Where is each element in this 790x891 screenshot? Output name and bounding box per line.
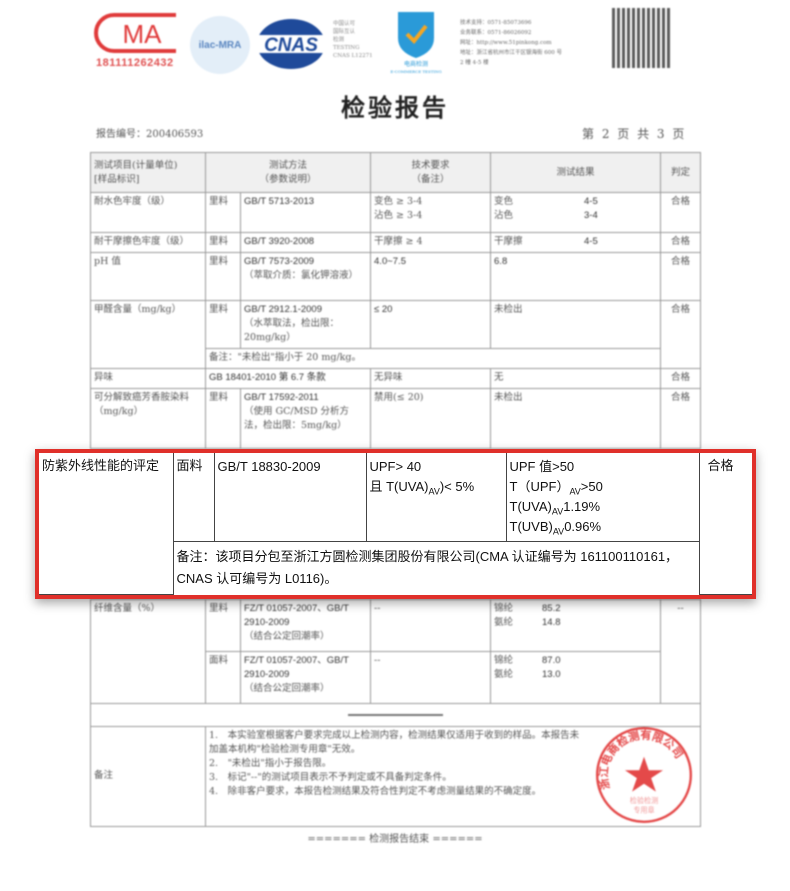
table-row: 可分解致癌芳香胺染料（mg/kg） 里料 GB/T 17592-2011 （使用 GC…	[90, 388, 702, 449]
report-end: ======= 检测报告结束 ======	[307, 833, 483, 845]
table-row: pH 值里料 GB/T 7573-2009 （萃取介质：氯化钾溶液） 4.0~7.5…	[90, 252, 702, 301]
table-row: 防紫外线性能的评定 面料 GB/T 18830-2009 UPF> 40 且 T(…	[39, 453, 752, 595]
table-header: 测试项目(计量单位) [样品标识] 测试方法 （参数说明） 技术要求 （备注） …	[90, 152, 702, 193]
results-table-continued: 纤维含量（%） 里料 FZ/T 01057-2007、GB/T 2910-2009 （…	[90, 598, 701, 827]
cma-logo: MA	[94, 13, 176, 53]
remark: 备注：该项目分包至浙江方圆检测集团股份有限公司(CMA 认证编号为 161100…	[173, 541, 699, 594]
qr-code	[612, 8, 670, 68]
table-row: 纤维含量（%） 里料 FZ/T 01057-2007、GB/T 2910-2009 （…	[90, 598, 701, 704]
svg-text:电商检测: 电商检测	[404, 60, 428, 68]
report-number: 报告编号：200406593	[96, 129, 204, 140]
separator-line	[348, 713, 443, 716]
verdict: 合格	[698, 453, 752, 595]
notes-row: 备注 1. 本实验室根据客户要求完成以上检测内容，检测结果仅适用于收到的样品。本…	[90, 725, 701, 827]
table-row: 面料 FZ/T 01057-2007、GB/T 2910-2009 （结合公定回潮率…	[91, 650, 701, 704]
official-stamp: 浙江电商检测有限公司 检验检测 专用章	[595, 726, 693, 823]
report-title: 检验报告	[341, 93, 449, 122]
table-row: 异味 GB 18401-2010 第 6.7 条款 无异味无合格	[90, 368, 702, 389]
remark-row: 备注：该项目分包至浙江方圆检测集团股份有限公司(CMA 认证编号为 161100…	[39, 541, 752, 594]
svg-text:CNAS: CNAS	[264, 35, 318, 56]
highlighted-uv-row: 防紫外线性能的评定 面料 GB/T 18830-2009 UPF> 40 且 T(…	[35, 449, 756, 599]
test-method: GB/T 18830-2009	[213, 453, 367, 542]
svg-text:E-COMMERCE TESTING: E-COMMERCE TESTING	[390, 69, 441, 74]
cnas-text: 中国认可 国际互认 检测 TESTING CNAS L12271	[333, 21, 373, 59]
svg-text:专用章: 专用章	[633, 805, 654, 814]
cnas-logo: CNAS	[255, 19, 327, 69]
ilac-mra-logo: ilac-MRA	[190, 16, 250, 74]
results-table: 测试项目(计量单位) [样品标识] 测试方法 （参数说明） 技术要求 （备注） …	[90, 152, 702, 449]
uv-protection-table: 防紫外线性能的评定 面料 GB/T 18830-2009 UPF> 40 且 T(…	[39, 453, 752, 595]
test-result: UPF 值>50 T（UPF）AV>50 T(UVA)AV1.19% T(UVB…	[505, 453, 700, 542]
sample-material: 面料	[172, 453, 215, 542]
report-body: 测试项目(计量单位) [样品标识] 测试方法 （参数说明） 技术要求 （备注） …	[0, 152, 790, 845]
page-indicator: 第 2 页 共 3 页	[582, 127, 687, 141]
table-row: 甲醛含量（mg/kg） 里料 GB/T 2912.1-2009 （水萃取法，检出限：2…	[90, 300, 702, 369]
test-item: 防紫外线性能的评定	[39, 453, 174, 595]
table-row: 耐干摩擦色牢度（级） 里料 GB/T 3920-2008 干摩擦 ≥ 4 干摩擦 4-…	[90, 232, 702, 253]
report-header: MA 181111262432 ilac-MRA CNAS 中国认可 国际互认 检测…	[0, 0, 790, 152]
requirement: UPF> 40 且 T(UVA)AV)< 5%	[365, 453, 507, 542]
table-row: 耐水色牢度（级） 里料 GB/T 5713-2013 变色 ≥ 3-4 沾色 ≥ 3-…	[90, 192, 702, 233]
svg-text:检验检测: 检验检测	[630, 795, 659, 804]
cma-number: 181111262432	[96, 57, 174, 69]
contact-info: 技术支持：0571-85073696 业务联系：0571-86026092 网址：h…	[460, 20, 562, 66]
svg-text:MA: MA	[123, 19, 163, 49]
